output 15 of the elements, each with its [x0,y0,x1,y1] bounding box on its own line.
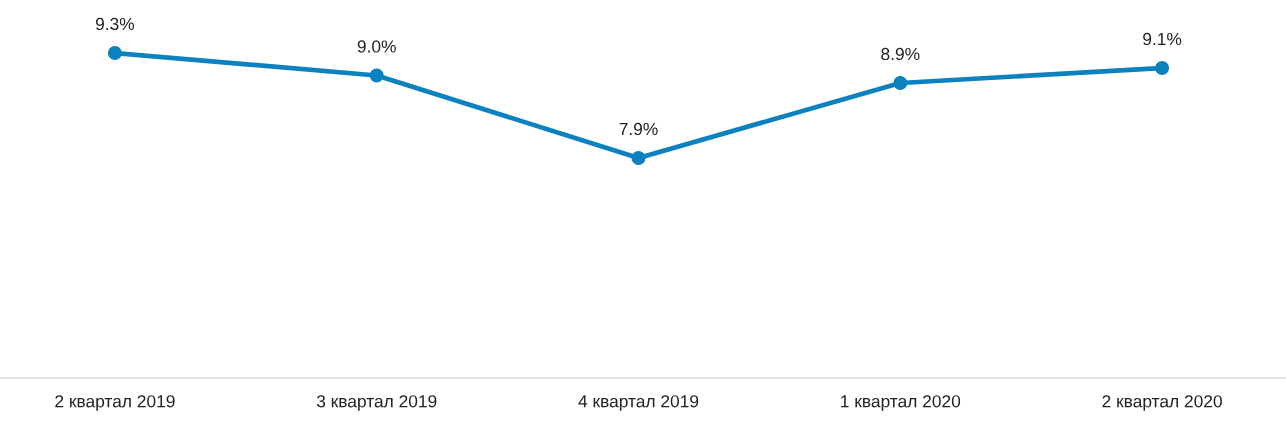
point [369,68,384,83]
x-tick-label: 4 квартал 2019 [578,395,699,411]
point [893,76,908,90]
point [1155,61,1170,75]
x-tick-label: 2 квартал 2020 [1102,395,1222,411]
data-label: 7.9% [619,122,658,136]
point [107,46,122,60]
data-label: 9.0% [357,40,396,53]
data-label: 9.3% [95,17,135,31]
x-tick-label: 1 квартал 2020 [841,395,961,411]
x-tick-label: 3 квартал 2019 [316,395,437,411]
data-label: 9.1% [1143,32,1182,46]
x-tick-label: 2 квартал 2019 [55,395,175,411]
data-label: 8.9% [881,47,920,61]
point [631,151,646,165]
